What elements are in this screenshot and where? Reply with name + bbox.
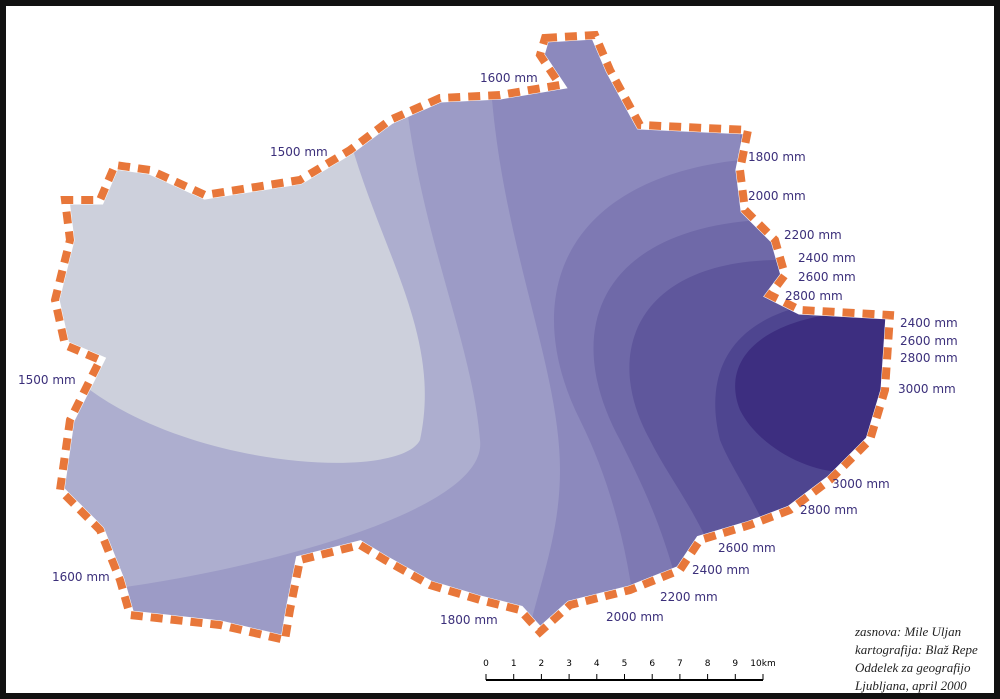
scale-tick-label: 1: [511, 659, 517, 669]
contour-label: 1800 mm: [748, 150, 806, 164]
contour-label: 2800 mm: [800, 503, 858, 517]
credit: kartografija: Blaž Repe: [855, 642, 978, 657]
credits: zasnova: Mile Uljan kartografija: Blaž R…: [854, 624, 978, 693]
contour-label: 1500 mm: [270, 145, 328, 159]
contour-label: 2000 mm: [748, 189, 806, 203]
contour-label: 2000 mm: [606, 610, 664, 624]
scale-tick-label: 9: [732, 659, 738, 669]
contour-label: 1500 mm: [18, 373, 76, 387]
contour-label: 1600 mm: [480, 71, 538, 85]
scale-bar: 0 1 2 3 4 5 6 7 8 9 10km: [483, 659, 776, 681]
credit: Oddelek za geografijo: [855, 660, 971, 675]
scale-tick-label: 2: [539, 659, 545, 669]
credit: Ljubljana, april 2000: [854, 678, 967, 693]
band: [735, 310, 890, 472]
contour-label: 2400 mm: [798, 251, 856, 265]
scale-tick-label: 10km: [750, 659, 775, 669]
credit: zasnova: Mile Uljan: [854, 624, 961, 639]
contour-label: 1800 mm: [440, 613, 498, 627]
contour-label: 2600 mm: [798, 270, 856, 284]
contour-label: 3000 mm: [832, 477, 890, 491]
scale-tick-label: 7: [677, 659, 683, 669]
scale-tick-label: 5: [622, 659, 628, 669]
contour-label: 2800 mm: [900, 351, 958, 365]
contour-label: 2800 mm: [785, 289, 843, 303]
scale-tick-label: 3: [566, 659, 572, 669]
scale-tick-label: 6: [649, 659, 655, 669]
contour-label: 2600 mm: [718, 541, 776, 555]
scale-tick-label: 0: [483, 659, 489, 669]
contour-label: 2200 mm: [784, 228, 842, 242]
contour-labels: 1600 mm 1500 mm 1800 mm 2000 mm 2200 mm …: [18, 71, 958, 627]
scale-tick-label: 4: [594, 659, 600, 669]
contour-label: 2200 mm: [660, 590, 718, 604]
contour-label: 2400 mm: [692, 563, 750, 577]
contour-label: 1600 mm: [52, 570, 110, 584]
contour-label: 2600 mm: [900, 334, 958, 348]
contour-label: 3000 mm: [898, 382, 956, 396]
contour-label: 2400 mm: [900, 316, 958, 330]
scale-tick-label: 8: [705, 659, 711, 669]
